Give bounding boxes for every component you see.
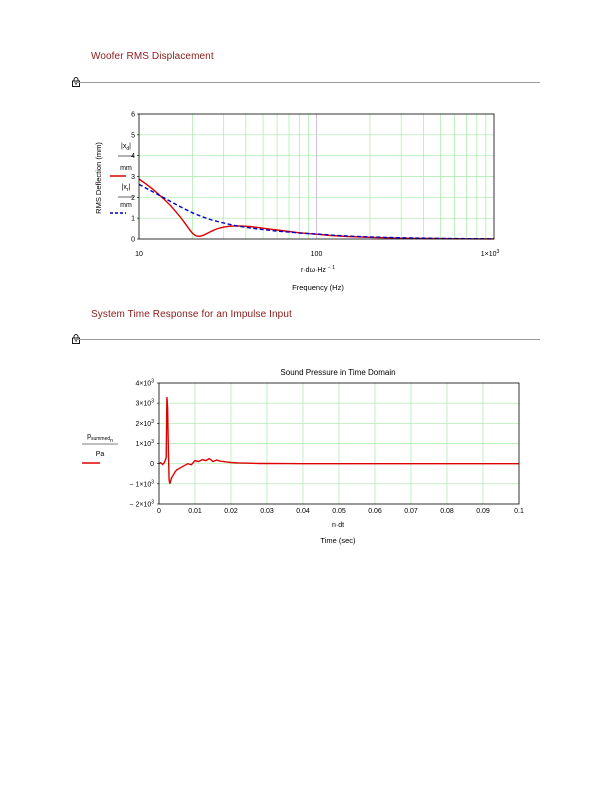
x-tick-label: 0.04: [296, 508, 310, 515]
legend-denominator: mm: [120, 165, 132, 172]
x-tick-label: 0.06: [368, 508, 382, 515]
y-tick-label: 4: [131, 153, 135, 160]
x-tick-label: 0.1: [514, 508, 524, 515]
x-axis-label: Time (sec): [320, 536, 356, 545]
x-tick-label: 0.09: [476, 508, 490, 515]
x-tick-label: 0.08: [440, 508, 454, 515]
x-axis-expression: r·dω·Hz − 1: [301, 265, 335, 274]
lock-icon[interactable]: [71, 77, 81, 87]
y-tick-label: 6: [131, 112, 135, 119]
y-tick-label: 1×103: [135, 439, 154, 448]
legend-numerator: psummedn: [87, 433, 113, 444]
chart2-title: Sound Pressure in Time Domain: [280, 368, 395, 377]
series-line-1: [138, 183, 495, 240]
chart2-lines: [158, 397, 519, 485]
y-tick-label: − 1×103: [129, 479, 154, 488]
x-axis-label: Frequency (Hz): [292, 283, 344, 292]
x-tick-label: 10: [135, 251, 143, 258]
y-tick-label: 3: [131, 174, 135, 181]
legend-numerator: |xd|: [121, 143, 131, 152]
y-tick-label: 2: [131, 195, 135, 202]
plot-frame: [138, 113, 495, 240]
chart1-lines: [138, 178, 495, 240]
chart2-frame: [158, 382, 520, 505]
x-tick-label: 0.05: [332, 508, 346, 515]
chart1-legend: |xd| mm |xr| mm: [110, 143, 134, 214]
legend-numerator: |xr|: [122, 184, 131, 193]
chart1-frame: [138, 113, 495, 240]
plot-frame: [158, 382, 520, 505]
legend-denominator: mm: [120, 202, 132, 209]
x-tick-label: 1×103: [481, 249, 500, 258]
region-divider: [74, 339, 540, 340]
y-tick-label: 0: [150, 461, 154, 468]
y-tick-label: 0: [131, 237, 135, 244]
chart1-grid: [139, 114, 494, 239]
lock-icon[interactable]: [71, 334, 81, 344]
chart2-legend: psummedn Pa: [82, 433, 118, 464]
x-tick-label: 0.03: [260, 508, 274, 515]
y-tick-label: 4×103: [135, 379, 154, 388]
x-tick-label: 0.01: [188, 508, 202, 515]
section-title-time-response: System Time Response for an Impulse Inpu…: [91, 309, 292, 320]
chart1-ticks: 0 1 2 3 4 5 6 10 100 1×103: [131, 112, 499, 259]
x-axis-expression: n·dt: [332, 522, 344, 529]
x-tick-label: 0: [157, 508, 161, 515]
chart2-grid: [159, 383, 519, 504]
y-tick-label: 2×103: [135, 419, 154, 428]
x-tick-label: 0.02: [224, 508, 238, 515]
series-line-0: [158, 397, 519, 485]
legend-denominator: Pa: [96, 451, 105, 458]
region-divider: [74, 82, 540, 83]
y-tick-label: 3×103: [135, 399, 154, 408]
y-tick-label: − 2×103: [129, 500, 154, 509]
x-tick-label: 100: [311, 251, 323, 258]
y-tick-label: 5: [131, 132, 135, 139]
section-title-woofer: Woofer RMS Displacement: [91, 51, 214, 62]
y-axis-label: RMS Deflection (mm): [94, 142, 103, 214]
y-tick-label: 1: [131, 216, 135, 223]
x-tick-label: 0.07: [404, 508, 418, 515]
